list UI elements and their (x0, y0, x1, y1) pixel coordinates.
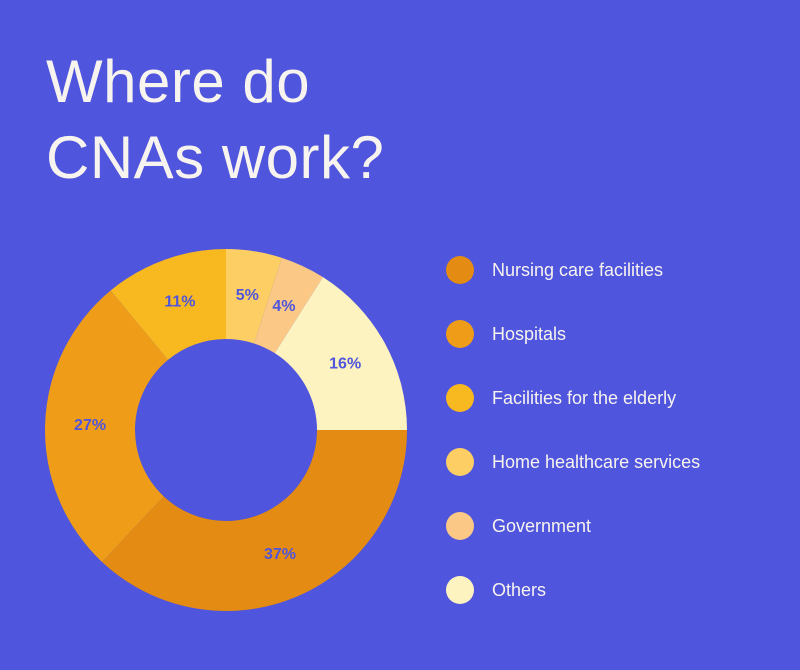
slice-label-facilities-for-the-elderly: 11% (164, 293, 195, 310)
legend-swatch (446, 576, 474, 604)
slice-label-others: 16% (329, 356, 361, 373)
legend-item-hospitals: Hospitals (446, 314, 700, 354)
legend-label: Facilities for the elderly (492, 387, 677, 408)
legend-label: Government (492, 515, 592, 536)
legend-swatch (446, 320, 474, 348)
legend-label: Home healthcare services (492, 451, 701, 472)
slice-hospitals (45, 290, 168, 562)
slice-label-nursing-care-facilities: 37% (264, 546, 296, 563)
slice-others (274, 277, 407, 430)
legend-swatch (446, 256, 474, 284)
chart-legend: Nursing care facilities Hospitals Faciliti… (446, 250, 700, 634)
slice-facilities-for-the-elderly (110, 249, 226, 360)
legend-label: Others (492, 579, 547, 600)
legend-item-facilities-for-the-elderly: Facilities for the elderly (446, 378, 700, 418)
slice-label-home-healthcare-services: 5% (236, 287, 259, 304)
slice-label-hospitals: 27% (74, 417, 106, 434)
legend-label: Nursing care facilities (492, 259, 664, 280)
legend-item-others: Others (446, 570, 700, 610)
slice-nursing-care-facilities (102, 430, 407, 611)
legend-item-home-healthcare-services: Home healthcare services (446, 442, 700, 482)
legend-item-nursing-care-facilities: Nursing care facilities (446, 250, 700, 290)
chart-title-line-1: Where do (46, 48, 311, 115)
legend-label: Hospitals (492, 323, 567, 344)
chart-title-line-2: CNAs work? (46, 124, 385, 191)
chart-title: Where do CNAs work? (46, 44, 384, 196)
slice-home-healthcare-services (226, 249, 282, 344)
legend-swatch (446, 384, 474, 412)
legend-swatch (446, 512, 474, 540)
legend-swatch (446, 448, 474, 476)
slice-government (254, 257, 323, 354)
slice-label-government: 4% (272, 298, 295, 315)
legend-item-government: Government (446, 506, 700, 546)
